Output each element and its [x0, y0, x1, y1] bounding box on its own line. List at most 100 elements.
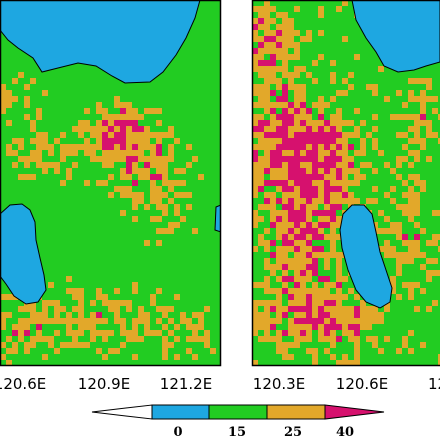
field-cell	[396, 132, 402, 138]
field-cell	[312, 102, 318, 108]
field-cell	[258, 318, 264, 324]
field-cell	[168, 126, 174, 132]
field-cell	[414, 114, 420, 120]
field-cell	[186, 318, 192, 324]
field-cell	[288, 138, 294, 144]
field-cell	[120, 300, 126, 306]
field-cell	[336, 198, 342, 204]
field-cell	[138, 138, 144, 144]
field-cell	[282, 174, 288, 180]
field-cell	[96, 102, 102, 108]
field-cell	[270, 126, 276, 132]
field-cell	[330, 132, 336, 138]
field-cell	[252, 156, 258, 162]
field-cell	[6, 312, 12, 318]
field-cell	[288, 108, 294, 114]
field-cell	[48, 336, 54, 342]
field-cell	[306, 108, 312, 114]
field-cell	[378, 228, 384, 234]
field-cell	[318, 132, 324, 138]
field-cell	[132, 132, 138, 138]
field-cell	[294, 330, 300, 336]
field-cell	[300, 96, 306, 102]
field-cell	[150, 180, 156, 186]
field-cell	[276, 210, 282, 216]
field-cell	[264, 138, 270, 144]
field-cell	[252, 6, 258, 12]
field-cell	[324, 348, 330, 354]
field-cell	[156, 144, 162, 150]
field-cell	[126, 162, 132, 168]
field-cell	[414, 120, 420, 126]
field-cell	[312, 258, 318, 264]
field-cell	[306, 270, 312, 276]
field-cell	[324, 174, 330, 180]
field-cell	[174, 222, 180, 228]
field-cell	[336, 318, 342, 324]
field-cell	[330, 318, 336, 324]
field-cell	[180, 216, 186, 222]
field-cell	[150, 198, 156, 204]
field-cell	[192, 156, 198, 162]
field-cell	[204, 336, 210, 342]
field-cell	[384, 192, 390, 198]
field-cell	[270, 336, 276, 342]
right-map-panel	[252, 0, 440, 366]
field-cell	[84, 138, 90, 144]
field-cell	[288, 72, 294, 78]
field-cell	[168, 150, 174, 156]
field-cell	[264, 24, 270, 30]
field-cell	[336, 360, 342, 366]
field-cell	[330, 312, 336, 318]
field-cell	[162, 354, 168, 360]
field-cell	[294, 318, 300, 324]
right-map-frame	[251, 0, 440, 367]
field-cell	[54, 330, 60, 336]
field-cell	[294, 156, 300, 162]
field-cell	[312, 150, 318, 156]
field-cell	[138, 156, 144, 162]
field-cell	[282, 192, 288, 198]
field-cell	[342, 90, 348, 96]
field-cell	[282, 354, 288, 360]
field-cell	[138, 168, 144, 174]
field-cell	[438, 354, 440, 360]
field-cell	[180, 318, 186, 324]
field-cell	[90, 318, 96, 324]
field-cell	[282, 72, 288, 78]
field-cell	[300, 150, 306, 156]
field-cell	[78, 324, 84, 330]
field-cell	[120, 156, 126, 162]
field-cell	[78, 330, 84, 336]
field-cell	[270, 30, 276, 36]
field-cell	[312, 198, 318, 204]
field-cell	[318, 186, 324, 192]
field-cell	[408, 204, 414, 210]
field-cell	[276, 84, 282, 90]
field-cell	[294, 180, 300, 186]
field-cell	[120, 138, 126, 144]
field-cell	[90, 150, 96, 156]
field-cell	[438, 234, 440, 240]
field-cell	[420, 138, 426, 144]
field-cell	[354, 342, 360, 348]
field-cell	[252, 126, 258, 132]
field-cell	[6, 90, 12, 96]
field-cell	[120, 210, 126, 216]
field-cell	[12, 96, 18, 102]
field-cell	[432, 108, 438, 114]
field-cell	[114, 138, 120, 144]
field-cell	[342, 78, 348, 84]
field-cell	[384, 96, 390, 102]
field-cell	[360, 324, 366, 330]
field-cell	[120, 324, 126, 330]
field-cell	[294, 174, 300, 180]
field-cell	[342, 174, 348, 180]
field-cell	[402, 282, 408, 288]
field-cell	[210, 348, 216, 354]
field-cell	[42, 312, 48, 318]
colorbar: 0 15 25 40	[91, 404, 385, 440]
field-cell	[288, 102, 294, 108]
field-cell	[0, 318, 6, 324]
field-cell	[102, 108, 108, 114]
